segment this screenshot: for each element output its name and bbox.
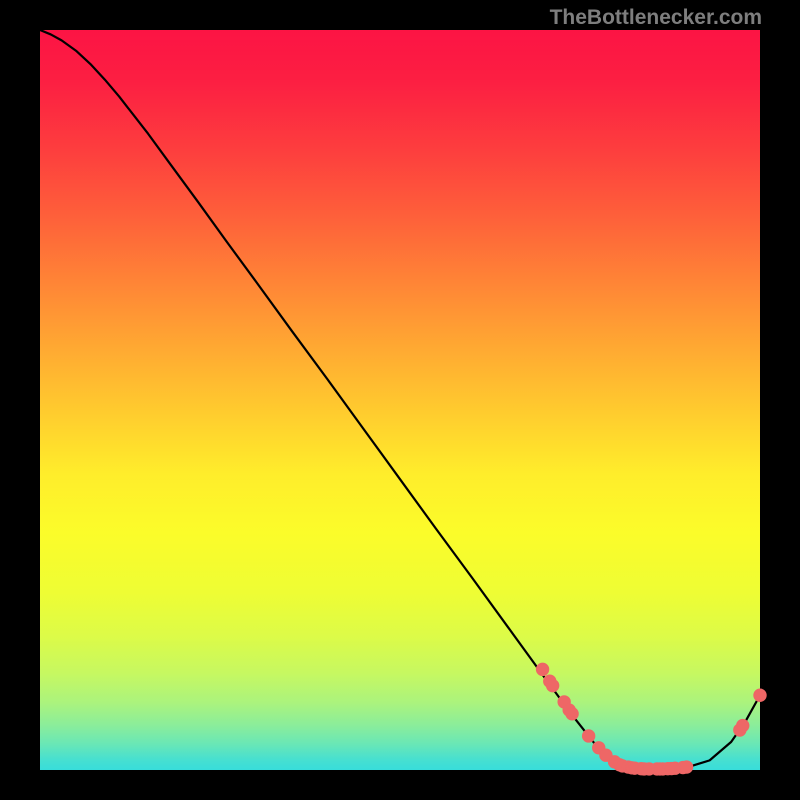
plot-svg xyxy=(0,0,800,800)
data-marker xyxy=(737,719,749,731)
bottleneck-curve xyxy=(40,30,760,769)
data-marker xyxy=(582,730,594,742)
data-marker xyxy=(680,761,692,773)
watermark-text: TheBottlenecker.com xyxy=(550,6,762,30)
data-marker xyxy=(546,679,558,691)
data-marker xyxy=(566,708,578,720)
data-marker xyxy=(754,689,766,701)
chart-container: TheBottlenecker.com xyxy=(0,0,800,800)
data-marker xyxy=(536,663,548,675)
